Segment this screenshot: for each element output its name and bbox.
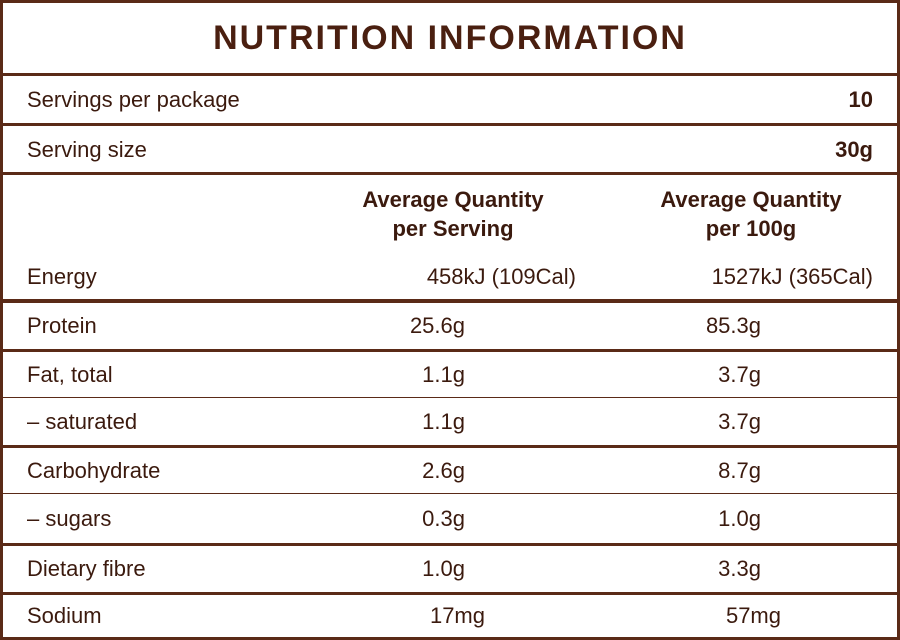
- header-per-serving-line1: Average Quantity: [362, 187, 544, 212]
- divider: [3, 349, 897, 352]
- column-header-row: Average Quantity per Serving Average Qua…: [3, 175, 897, 247]
- row-label: – sugars: [27, 506, 112, 531]
- table-row: Dietary fibre 1.0g 3.3g: [3, 546, 897, 592]
- per-serving-value: 1.1g: [422, 409, 465, 434]
- divider: [3, 397, 897, 398]
- table-row: Fat, total 1.1g 3.7g: [3, 352, 897, 397]
- table-row: Protein 25.6g 85.3g: [3, 303, 897, 349]
- divider: [3, 299, 897, 303]
- per-100g-value: 57mg: [725, 603, 781, 628]
- per-100g-value: 8.7g: [718, 458, 761, 483]
- per-serving-value: 17mg: [429, 603, 485, 628]
- divider: [3, 543, 897, 546]
- serving-size-value: 30g: [835, 137, 873, 162]
- table-row: – saturated 1.1g 3.7g: [3, 398, 897, 445]
- per-100g-value: 1.0g: [718, 506, 761, 531]
- header-per-100g-line2: per 100g: [705, 216, 797, 241]
- divider: [3, 123, 897, 126]
- serving-size-label: Serving size: [27, 137, 147, 162]
- table-row: Sodium 17mg 57mg: [3, 595, 897, 637]
- panel-title: NUTRITION INFORMATION: [213, 18, 687, 57]
- table-row: Energy 458kJ (109Cal) 1527kJ (365Cal): [3, 253, 897, 299]
- header-per-serving: Average Quantity per Serving: [333, 185, 573, 243]
- header-per-100g: Average Quantity per 100g: [631, 185, 871, 243]
- divider: [3, 445, 897, 448]
- header-per-serving-line2: per Serving: [392, 216, 514, 241]
- per-serving-value: 2.6g: [422, 458, 465, 483]
- per-serving-value: 1.0g: [422, 556, 465, 581]
- row-label: – saturated: [27, 409, 138, 434]
- divider: [3, 172, 897, 175]
- header-per-100g-line1: Average Quantity: [660, 187, 842, 212]
- per-serving-value: 458kJ (109Cal): [426, 264, 576, 289]
- row-label: Sodium: [27, 603, 102, 628]
- servings-per-package-row: Servings per package 10: [3, 76, 897, 123]
- per-serving-value: 0.3g: [422, 506, 465, 531]
- row-label: Carbohydrate: [27, 458, 161, 483]
- per-100g-value: 3.3g: [718, 556, 761, 581]
- row-label: Energy: [27, 264, 97, 289]
- table-row: – sugars 0.3g 1.0g: [3, 494, 897, 543]
- per-100g-value: 3.7g: [718, 362, 761, 387]
- per-100g-value: 1527kJ (365Cal): [711, 264, 873, 289]
- divider: [3, 493, 897, 494]
- per-100g-value: 85.3g: [705, 313, 761, 338]
- row-label: Fat, total: [27, 362, 113, 387]
- per-serving-value: 25.6g: [409, 313, 465, 338]
- servings-per-package-label: Servings per package: [27, 87, 240, 112]
- per-serving-value: 1.1g: [422, 362, 465, 387]
- row-label: Protein: [27, 313, 97, 338]
- serving-size-row: Serving size 30g: [3, 126, 897, 172]
- divider: [3, 73, 897, 76]
- servings-per-package-value: 10: [848, 87, 873, 112]
- divider: [3, 592, 897, 595]
- per-100g-value: 3.7g: [718, 409, 761, 434]
- row-label: Dietary fibre: [27, 556, 146, 581]
- table-row: Carbohydrate 2.6g 8.7g: [3, 448, 897, 493]
